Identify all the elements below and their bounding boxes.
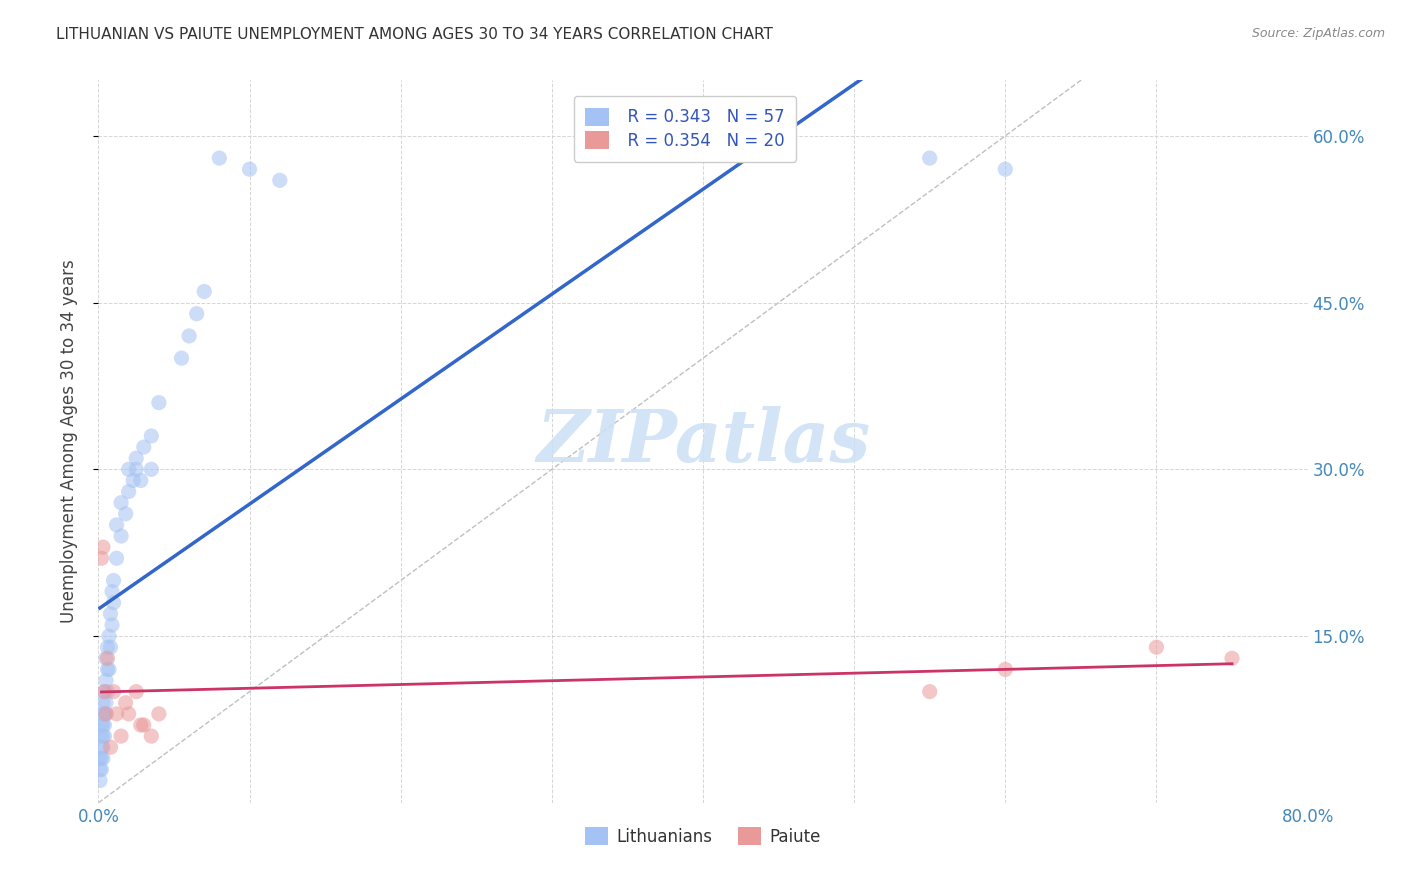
Point [98, 662, 121, 676]
Point [918, 151, 941, 165]
Point [93, 684, 115, 698]
Point [110, 529, 132, 543]
Point [101, 584, 124, 599]
Point [125, 684, 148, 698]
Point [125, 451, 148, 466]
Point [103, 596, 125, 610]
Point [994, 662, 1017, 676]
Point [114, 507, 136, 521]
Point [918, 684, 941, 698]
Point [90, 729, 112, 743]
Point [93, 684, 115, 698]
Point [105, 551, 128, 566]
Point [148, 395, 170, 409]
Point [129, 718, 152, 732]
Point [93, 706, 115, 721]
Point [132, 440, 155, 454]
Text: Source: ZipAtlas.com: Source: ZipAtlas.com [1251, 27, 1385, 40]
Point [93, 718, 115, 732]
Point [118, 462, 141, 476]
Point [94, 696, 117, 710]
Point [193, 285, 215, 299]
Point [170, 351, 193, 366]
Point [89, 773, 111, 788]
Point [94, 706, 117, 721]
Point [105, 517, 128, 532]
Point [90, 751, 112, 765]
Point [129, 474, 152, 488]
Point [91, 729, 114, 743]
Point [100, 740, 122, 755]
Point [141, 429, 163, 443]
Point [132, 718, 155, 732]
Point [1220, 651, 1243, 665]
Point [96, 662, 118, 676]
Point [93, 729, 115, 743]
Point [96, 640, 118, 655]
Point [118, 706, 141, 721]
Point [91, 718, 114, 732]
Point [186, 307, 208, 321]
Point [110, 496, 132, 510]
Point [122, 474, 145, 488]
Point [125, 462, 148, 476]
Point [1144, 640, 1167, 655]
Point [89, 751, 111, 765]
Point [208, 151, 231, 165]
Point [96, 684, 118, 698]
Legend: Lithuanians, Paiute: Lithuanians, Paiute [578, 821, 828, 852]
Point [148, 706, 170, 721]
Point [101, 618, 124, 632]
Point [89, 763, 111, 777]
Point [994, 162, 1017, 177]
Point [94, 651, 117, 665]
Point [91, 751, 114, 765]
Text: ZIPatlas: ZIPatlas [536, 406, 870, 477]
Point [96, 651, 118, 665]
Point [90, 763, 112, 777]
Point [91, 540, 114, 554]
Point [103, 684, 125, 698]
Point [91, 696, 114, 710]
Point [100, 607, 122, 621]
Point [105, 706, 128, 721]
Point [114, 696, 136, 710]
Text: LITHUANIAN VS PAIUTE UNEMPLOYMENT AMONG AGES 30 TO 34 YEARS CORRELATION CHART: LITHUANIAN VS PAIUTE UNEMPLOYMENT AMONG … [56, 27, 773, 42]
Point [110, 729, 132, 743]
Point [269, 173, 291, 187]
Point [239, 162, 262, 177]
Point [90, 551, 112, 566]
Point [100, 640, 122, 655]
Point [141, 729, 163, 743]
Point [90, 740, 112, 755]
Point [141, 462, 163, 476]
Point [90, 718, 112, 732]
Point [103, 574, 125, 588]
Point [91, 706, 114, 721]
Point [94, 673, 117, 688]
Point [98, 629, 121, 643]
Point [94, 706, 117, 721]
Point [91, 740, 114, 755]
Point [118, 484, 141, 499]
Point [179, 329, 201, 343]
Y-axis label: Unemployment Among Ages 30 to 34 years: Unemployment Among Ages 30 to 34 years [59, 260, 77, 624]
